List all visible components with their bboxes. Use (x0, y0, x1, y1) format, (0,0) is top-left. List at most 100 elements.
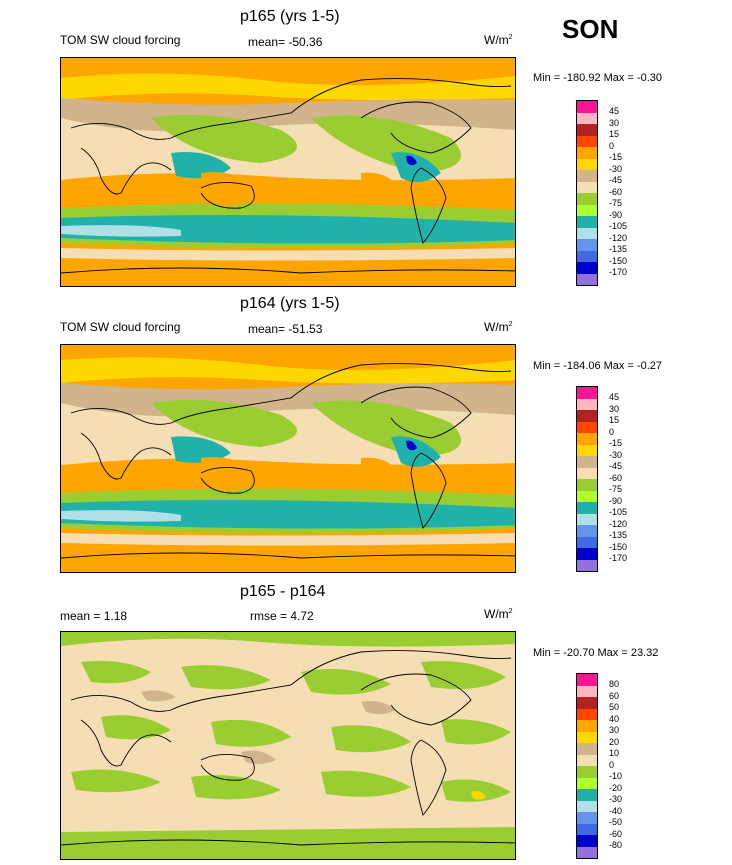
panel-1-legend-labels: 45 30 15 0 -15 -30 -45 -60 -75 -90 -105 … (609, 106, 627, 279)
legend-label: 15 (609, 415, 620, 425)
legend-label: -30 (609, 449, 623, 460)
legend-label: -30 (609, 163, 623, 174)
legend-label: -10 (609, 771, 623, 781)
legend-swatch (576, 216, 598, 228)
panel-3-title: p165 - p164 (240, 583, 326, 600)
legend-swatch (576, 846, 598, 858)
legend-swatch (576, 777, 598, 789)
legend-label: 40 (609, 713, 620, 724)
legend-swatch (576, 800, 598, 812)
legend-swatch (576, 502, 598, 514)
legend-swatch (576, 193, 598, 205)
panel-1-map-svg (61, 58, 515, 286)
legend-label: 0 (609, 759, 615, 770)
legend-label: -60 (609, 472, 623, 483)
panel-3-legend: 80 60 50 40 30 20 10 0 -10 -20 -30 -40 -… (576, 673, 656, 859)
legend-label: -120 (609, 518, 628, 529)
panel-3-units-sup: 2 (508, 608, 513, 615)
legend-label: -45 (609, 175, 623, 185)
panel-2-legend-labels: 45 30 15 0 -15 -30 -45 -60 -75 -90 -105 … (609, 392, 627, 565)
panel-2-title: p164 (yrs 1-5) (240, 295, 340, 312)
legend-swatch (576, 789, 598, 801)
legend-label: -20 (609, 782, 623, 793)
legend-label: -45 (609, 461, 623, 471)
legend-label: 80 (609, 679, 620, 689)
legend-swatch (576, 135, 598, 147)
legend-label: -50 (609, 817, 623, 827)
legend-swatch (576, 697, 598, 709)
legend-label: -150 (609, 255, 628, 266)
legend-swatch (576, 720, 598, 732)
legend-label: 45 (609, 106, 620, 116)
panel-3-map-svg (61, 632, 515, 859)
legend-swatch (576, 181, 598, 193)
legend-swatch (576, 250, 598, 262)
legend-label: -15 (609, 438, 623, 448)
legend-swatch (576, 262, 598, 274)
panel-1-title: p165 (yrs 1-5) (240, 8, 340, 25)
legend-label: -60 (609, 828, 623, 839)
panel-2-colorbar (576, 386, 598, 572)
legend-label: -170 (609, 553, 628, 563)
legend-swatch (576, 112, 598, 124)
legend-label: 30 (609, 403, 620, 414)
legend-label: 0 (609, 140, 615, 151)
legend-label: -135 (609, 530, 628, 540)
legend-swatch (576, 170, 598, 182)
panel-2-map (60, 344, 516, 573)
legend-swatch (576, 204, 598, 216)
panel-3-units-base: W/m (484, 607, 509, 621)
legend-swatch (576, 674, 598, 686)
season-label: SON (562, 14, 619, 44)
legend-label: 30 (609, 117, 620, 128)
legend-label: 50 (609, 702, 620, 712)
panel-1-units: W/m2 (484, 33, 513, 47)
legend-label: 30 (609, 725, 620, 735)
legend-swatch (576, 536, 598, 548)
legend-label: -15 (609, 152, 623, 162)
legend-label: -150 (609, 541, 628, 552)
legend-label: -105 (609, 507, 628, 517)
legend-swatch (576, 227, 598, 239)
panel-2-variable: TOM SW cloud forcing (60, 320, 181, 334)
legend-swatch (576, 239, 598, 251)
legend-swatch (576, 479, 598, 491)
legend-swatch (576, 398, 598, 410)
panel-2-units-sup: 2 (508, 321, 513, 328)
legend-swatch (576, 743, 598, 755)
legend-label: -40 (609, 805, 623, 816)
panel-3-units: W/m2 (484, 607, 513, 621)
legend-swatch (576, 467, 598, 479)
legend-label: 15 (609, 129, 620, 139)
legend-swatch (576, 731, 598, 743)
legend-swatch (576, 835, 598, 847)
panel-2-units: W/m2 (484, 320, 513, 334)
legend-swatch (576, 513, 598, 525)
legend-swatch (576, 766, 598, 778)
panel-1-units-base: W/m (484, 33, 509, 47)
legend-label: 20 (609, 736, 620, 747)
panel-3-colorbar (576, 673, 598, 859)
legend-swatch (576, 273, 598, 285)
legend-label: -30 (609, 794, 623, 804)
panel-3-mean: mean = 1.18 (60, 609, 128, 623)
panel-1-variable: TOM SW cloud forcing (60, 33, 181, 47)
legend-label: -75 (609, 484, 623, 494)
legend-swatch (576, 147, 598, 159)
legend-swatch (576, 421, 598, 433)
legend-label: -75 (609, 198, 623, 208)
panel-1-units-sup: 2 (508, 34, 513, 41)
legend-label: 45 (609, 392, 620, 402)
panel-2-minmax: Min = -184.06 Max = -0.27 (533, 360, 663, 372)
legend-swatch (576, 548, 598, 560)
legend-swatch (576, 812, 598, 824)
legend-label: 0 (609, 426, 615, 437)
panel-3-map (60, 631, 516, 860)
legend-swatch (576, 158, 598, 170)
legend-swatch (576, 490, 598, 502)
legend-label: 60 (609, 690, 620, 701)
legend-label: -90 (609, 209, 623, 220)
legend-swatch (576, 754, 598, 766)
panel-3-rmse: rmse = 4.72 (250, 609, 314, 623)
legend-label: -90 (609, 495, 623, 506)
